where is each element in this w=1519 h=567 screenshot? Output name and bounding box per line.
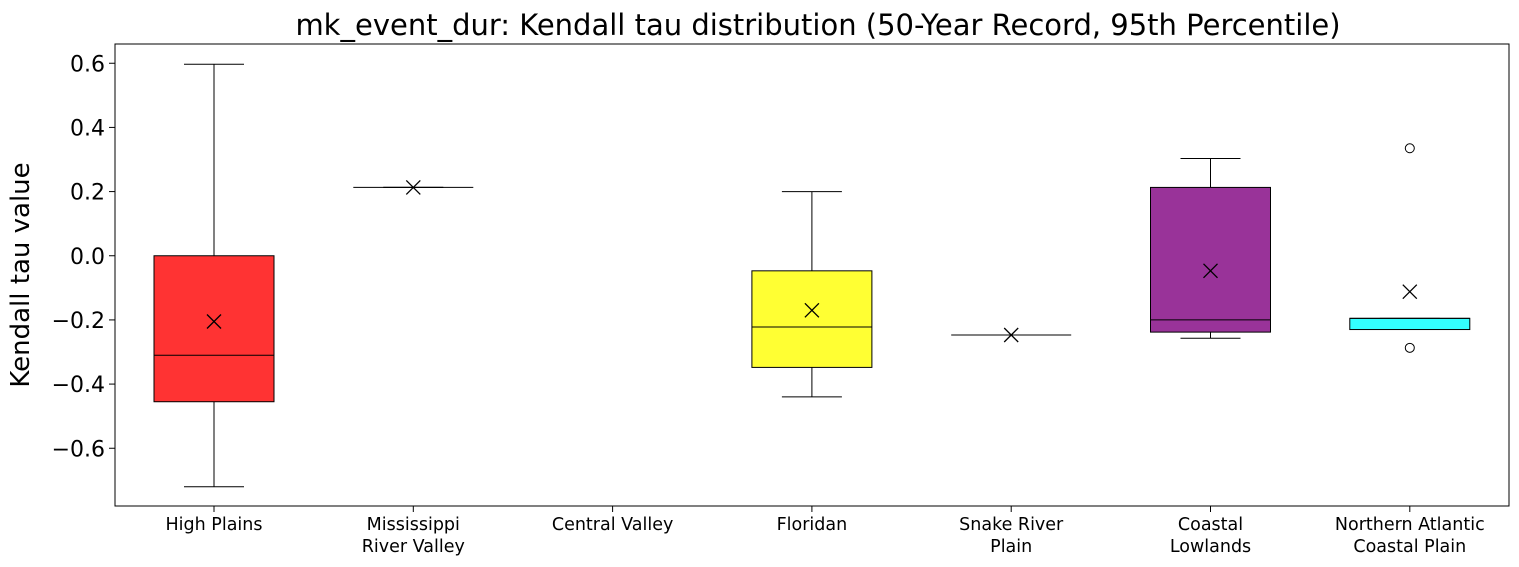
box-body (751, 270, 873, 368)
mean-marker (1402, 284, 1418, 300)
chart-title: mk_event_dur: Kendall tau distribution (… (295, 8, 1340, 42)
box-0 (153, 63, 275, 488)
box-4 (951, 327, 1072, 343)
outlier-point (1404, 342, 1415, 353)
mean-marker (206, 314, 222, 329)
box-1 (353, 179, 474, 195)
x-tick-label: Northern Atlantic (1335, 515, 1485, 535)
box-6 (1349, 143, 1471, 353)
y-axis-label: Kendall tau value (6, 162, 36, 387)
x-tick-label: Plain (990, 537, 1032, 557)
x-tick-label: Lowlands (1170, 537, 1251, 557)
plot-frame (114, 43, 1510, 507)
x-tick-label: Mississippi (367, 515, 460, 535)
y-tick-label: −0.2 (52, 309, 105, 334)
y-tick-label: −0.6 (52, 437, 105, 462)
y-tick-label: 0.0 (70, 245, 105, 270)
x-tick-label: Coastal Plain (1353, 537, 1466, 557)
x-tick-label: Central Valley (552, 515, 673, 535)
mean-marker (405, 179, 421, 195)
y-tick-label: 0.4 (70, 116, 105, 141)
x-tick-label: Coastal (1178, 515, 1243, 535)
box-3 (751, 191, 873, 398)
box-body (153, 255, 275, 403)
mean-marker (1203, 263, 1218, 279)
y-tick-label: −0.4 (52, 373, 105, 398)
mean-marker (1003, 327, 1019, 343)
outlier-point (1404, 143, 1415, 154)
plot-area (153, 63, 1471, 488)
x-tick-label: High Plains (166, 515, 263, 535)
mean-marker (804, 302, 820, 318)
box-5 (1150, 158, 1271, 339)
y-tick-label: 0.6 (70, 52, 105, 77)
x-tick-label: River Valley (362, 537, 465, 557)
y-axis: −0.6 −0.4 −0.2 0.0 0.2 0.4 0.6 (52, 52, 115, 462)
x-tick-label: Floridan (777, 515, 848, 535)
x-tick-label: Snake River (959, 515, 1064, 535)
box-body (1150, 186, 1271, 333)
y-tick-label: 0.2 (70, 181, 105, 206)
box-body (1349, 317, 1471, 331)
